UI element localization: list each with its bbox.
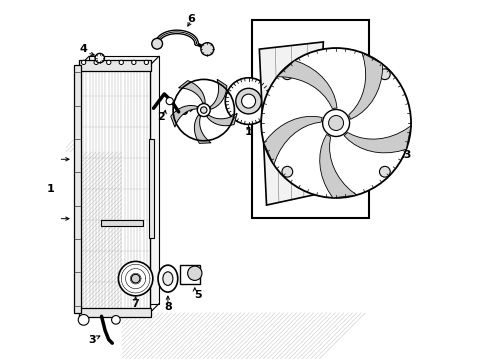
Circle shape xyxy=(107,60,111,64)
Text: 2: 2 xyxy=(157,112,165,122)
Text: 12: 12 xyxy=(246,110,262,120)
Text: 5: 5 xyxy=(195,290,202,300)
Text: 6: 6 xyxy=(187,14,195,24)
Circle shape xyxy=(188,266,202,280)
Circle shape xyxy=(200,107,207,113)
Text: 13: 13 xyxy=(397,150,412,160)
Bar xyxy=(80,65,150,313)
Circle shape xyxy=(236,88,261,114)
Circle shape xyxy=(322,109,349,136)
Polygon shape xyxy=(349,53,383,119)
Circle shape xyxy=(119,60,123,64)
Text: 1: 1 xyxy=(47,184,54,194)
Circle shape xyxy=(132,60,136,64)
Text: 13: 13 xyxy=(397,119,412,129)
Circle shape xyxy=(112,316,120,324)
Bar xyxy=(74,65,81,313)
Polygon shape xyxy=(344,126,411,153)
Text: 4: 4 xyxy=(80,44,88,54)
Bar xyxy=(148,139,154,238)
Polygon shape xyxy=(259,42,323,205)
Text: 10: 10 xyxy=(245,127,260,136)
Circle shape xyxy=(379,166,390,177)
Circle shape xyxy=(166,98,173,105)
Circle shape xyxy=(144,60,148,64)
Circle shape xyxy=(225,78,272,125)
Circle shape xyxy=(81,60,86,64)
Polygon shape xyxy=(178,81,205,103)
Ellipse shape xyxy=(163,272,173,285)
Circle shape xyxy=(152,39,163,49)
Text: 11: 11 xyxy=(305,111,320,121)
Bar xyxy=(180,265,200,284)
Ellipse shape xyxy=(158,265,178,292)
Circle shape xyxy=(329,116,343,130)
Circle shape xyxy=(94,60,98,64)
Circle shape xyxy=(119,261,153,296)
Text: 8: 8 xyxy=(164,302,172,312)
Text: 13: 13 xyxy=(262,195,277,205)
Circle shape xyxy=(78,315,89,325)
Bar xyxy=(78,308,151,317)
Text: 7: 7 xyxy=(132,299,140,309)
Bar xyxy=(252,21,368,218)
Text: 3: 3 xyxy=(89,334,97,345)
Circle shape xyxy=(197,104,210,117)
Text: 9: 9 xyxy=(180,107,188,117)
Bar xyxy=(78,60,151,71)
Polygon shape xyxy=(210,79,227,109)
Circle shape xyxy=(131,274,140,283)
Polygon shape xyxy=(277,60,337,108)
Circle shape xyxy=(261,48,411,198)
Polygon shape xyxy=(195,115,211,143)
Circle shape xyxy=(282,69,293,80)
Circle shape xyxy=(282,166,293,177)
Polygon shape xyxy=(171,105,197,127)
Circle shape xyxy=(95,53,104,63)
Circle shape xyxy=(242,94,256,108)
Circle shape xyxy=(201,42,214,55)
Polygon shape xyxy=(319,135,357,198)
Polygon shape xyxy=(207,113,237,126)
Polygon shape xyxy=(264,116,322,165)
Circle shape xyxy=(379,69,390,80)
Bar xyxy=(101,220,143,226)
Bar xyxy=(89,56,159,304)
